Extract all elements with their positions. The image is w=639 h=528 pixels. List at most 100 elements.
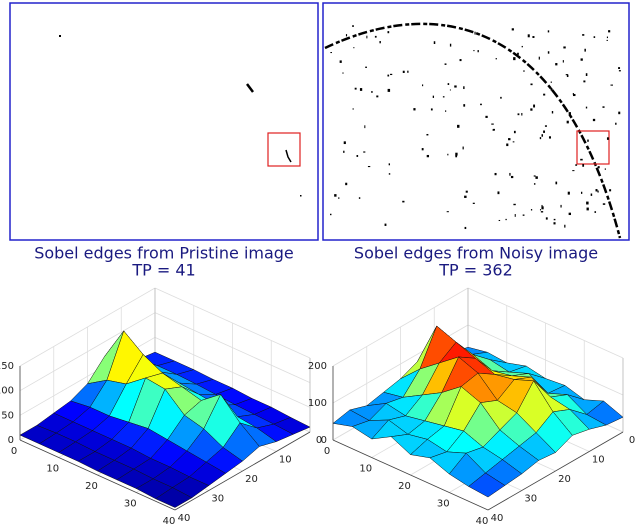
edge-pixel	[535, 176, 537, 179]
edge-pixel	[366, 36, 367, 39]
edge-pixel	[530, 84, 532, 86]
edge-pixel	[549, 136, 551, 138]
edge-pixel	[473, 203, 475, 204]
edge-pixel	[569, 213, 571, 215]
z-tick-label: 0	[321, 435, 327, 446]
edge-pixel	[602, 106, 604, 108]
edge-pixel	[539, 57, 540, 60]
x-tick-label: 30	[124, 499, 137, 510]
edge-pixel	[584, 49, 585, 52]
edge-pixel	[554, 219, 556, 220]
edge-pixel	[508, 138, 510, 140]
edge-pixel	[543, 94, 545, 96]
z-tick-label: 200	[308, 361, 327, 372]
edge-pixel	[582, 34, 584, 36]
edge-pixel	[610, 85, 612, 86]
edge-pixel	[575, 164, 577, 165]
edge-pixel	[618, 67, 620, 69]
edge-pixel	[509, 173, 510, 176]
edge-pixel	[607, 37, 608, 39]
x-tick-label: 30	[437, 499, 450, 510]
edge-pixel	[466, 191, 468, 193]
edge-pixel	[567, 121, 569, 124]
edge-pixel	[505, 219, 506, 220]
edge-pixel	[346, 34, 347, 36]
surface-plot: 050100150010203040010203040	[0, 288, 322, 527]
edge-pixel	[343, 151, 344, 153]
edge-pixel	[530, 108, 532, 110]
edge-pixel	[403, 71, 405, 73]
edge-pixel	[543, 131, 545, 133]
edge-pixel	[587, 208, 589, 211]
edge-pixel	[434, 41, 436, 44]
edge-pixel	[334, 194, 336, 197]
edge-pixel	[511, 176, 513, 178]
edge-pixel	[463, 147, 464, 150]
edge-pixel	[474, 32, 475, 35]
edge-pixel	[422, 84, 423, 86]
edge-pixel	[594, 211, 596, 213]
edge-pixel	[357, 155, 359, 157]
edge-pixel	[422, 148, 424, 150]
edge-pixel	[545, 125, 547, 126]
edge-pixel	[379, 41, 380, 43]
edge-pixel	[353, 47, 354, 48]
z-tick-label: 100	[308, 398, 327, 409]
edge-pixel	[541, 211, 543, 212]
z-tick-label: 0	[8, 435, 14, 446]
edge-pixel	[385, 224, 387, 226]
edge-pixel	[388, 89, 390, 92]
edge-pixel	[480, 104, 482, 105]
edge-pixel	[586, 107, 587, 109]
edge-pixel	[389, 163, 390, 165]
edge-pixel	[390, 74, 392, 75]
edge-pixel	[521, 113, 522, 116]
edge-pixel	[493, 129, 495, 131]
edge-pixel	[433, 96, 434, 98]
edge-pixel	[550, 88, 552, 91]
edge-pixel	[596, 189, 598, 191]
edge-pixel	[491, 124, 493, 125]
edge-pixel	[387, 31, 389, 33]
edge-pixel	[608, 30, 610, 32]
edge-pixel	[500, 97, 501, 99]
edge-pixel	[531, 209, 532, 210]
edge-pixel	[540, 209, 541, 210]
edge-pixel	[447, 211, 449, 212]
edge-pixel	[541, 206, 543, 209]
edge-pixel	[330, 52, 332, 53]
edge-pixel	[607, 137, 609, 140]
edge-pixel	[513, 57, 515, 60]
tp-label: TP = 41	[131, 261, 195, 280]
edge-pixel	[541, 205, 542, 207]
edge-pixel	[457, 125, 459, 128]
edge-pixel	[447, 154, 448, 156]
edge-pixel	[495, 173, 497, 175]
edge-pixel	[583, 80, 585, 82]
edge-pixel	[499, 220, 500, 221]
z-tick-label: 100	[0, 386, 14, 397]
edge-pixel	[342, 73, 343, 74]
edge-pixel	[368, 166, 370, 167]
edge-pixel	[582, 164, 584, 167]
edge-pixel	[364, 125, 365, 128]
edge-pixel	[513, 204, 515, 205]
edge-pixel	[460, 59, 462, 61]
edge-pixel	[580, 159, 582, 161]
edge-pixel	[512, 28, 514, 30]
edge-pixel	[497, 191, 499, 194]
edge-pixel	[338, 197, 339, 198]
x-tick-label: 20	[85, 481, 98, 492]
y-tick-label: 10	[592, 455, 605, 466]
edge-pixel	[553, 222, 555, 224]
edge-pixel	[496, 58, 497, 59]
edge-pixel	[597, 191, 598, 193]
page: {"panels": [ {"caption": "Sobel edges fr…	[0, 0, 639, 528]
edge-pixel	[573, 94, 575, 96]
edge-pixel	[594, 36, 596, 38]
edge-pixel	[593, 119, 595, 121]
edge-pixel	[607, 40, 608, 41]
edge-pixel	[569, 112, 571, 115]
edge-pixel	[517, 53, 519, 55]
edge-pixel	[522, 46, 523, 47]
